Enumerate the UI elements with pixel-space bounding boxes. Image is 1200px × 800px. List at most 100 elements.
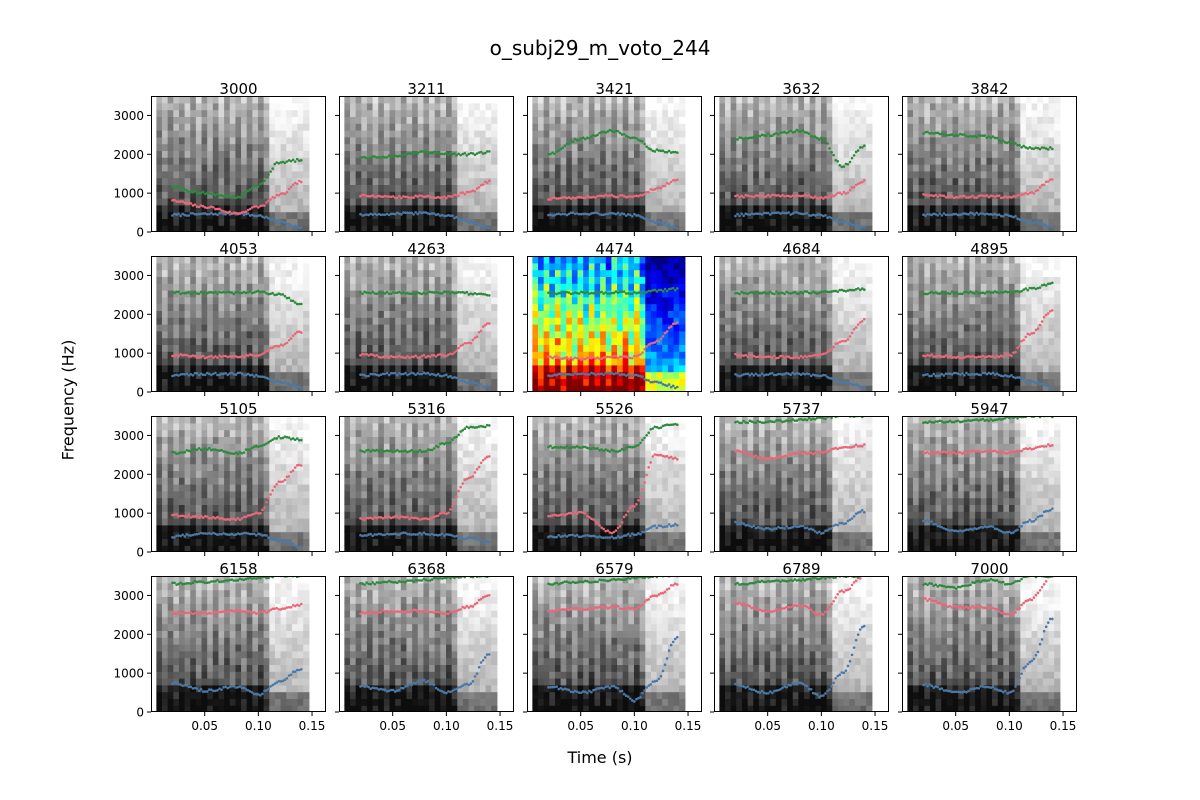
panel-title: 5105 [219,400,257,418]
formant-point [463,478,467,482]
formant-point [936,685,940,689]
formant-point [944,354,948,357]
formant-point [785,525,788,528]
formant-point [232,517,236,521]
formant-point [1008,613,1011,616]
formant-point [210,517,213,520]
formant-point [467,683,471,687]
formant-point [197,689,201,693]
formant-point [783,607,786,610]
formant-point [567,533,571,537]
formant-point [766,193,770,197]
formant-point [551,356,554,360]
formant-point [252,354,256,358]
formant-point [669,151,673,154]
formant-point [997,194,1001,197]
formant-point [212,580,215,583]
formant-point [432,150,436,154]
formant-point [438,577,442,580]
formant-point [359,291,362,294]
formant-point [279,343,283,346]
formant-point [1042,183,1046,187]
formant-point [626,510,630,513]
formant-point [440,213,444,217]
formant-point [406,152,409,156]
formant-point [261,610,264,614]
formant-point [777,609,780,612]
formant-point [271,346,274,349]
formant-point [488,385,491,388]
formant-point [365,449,368,452]
formant-point [212,531,215,535]
formant-point [754,212,758,215]
formant-point [453,216,456,220]
formant-point [622,132,626,136]
formant-point [777,525,780,529]
formant-point [177,582,180,586]
panel-title: 4263 [407,240,445,258]
formant-point [287,605,291,609]
formant-point [547,514,550,518]
formant-point [934,374,938,378]
formant-point [359,612,362,616]
formant-point [195,514,199,517]
formant-point [836,593,840,596]
formant-point [773,689,776,693]
formant-point [553,152,556,156]
formant-point [577,372,581,376]
formant-point [463,683,467,686]
formant-point [244,611,248,614]
formant-point [754,526,758,530]
formant-point [811,452,815,456]
formant-point [408,196,411,200]
formant-point [805,355,809,359]
formant-point [612,530,616,534]
formant-point [281,607,285,610]
formant-point [789,683,792,687]
formant-point [291,299,295,303]
formant-point [181,612,184,615]
formant-point [238,212,242,215]
formant-point [361,373,364,376]
formant-point [657,149,661,152]
formant-point [624,134,628,138]
formant-point [236,532,240,535]
formant-point [744,212,747,216]
formant-point [385,155,389,159]
formant-point [205,690,209,693]
formant-point [811,610,815,614]
formant-point [844,380,848,384]
formant-point [748,291,752,294]
formant-point [455,215,458,219]
formant-point [553,535,556,539]
formant-point [373,533,377,536]
formant-point [577,510,581,514]
formant-point [199,355,203,359]
formant-point [602,356,605,359]
formant-point [581,136,585,140]
formant-point [485,423,489,427]
formant-point [395,610,399,613]
formant-point [785,454,788,458]
formant-point [295,157,299,161]
formant-point [1006,374,1009,378]
formant-point [373,449,377,452]
formant-point [391,450,395,454]
formant-point [760,194,764,198]
formant-point [285,160,289,163]
formant-point [406,373,409,377]
formant-point [981,371,985,375]
formant-point [1016,681,1019,684]
formant-point [828,688,831,691]
formant-point [942,603,946,606]
formant-point [449,690,452,694]
formant-point [581,534,585,538]
formant-point [171,610,174,614]
formant-f2-track [359,179,491,200]
formant-point [228,372,232,375]
formant-point [586,533,589,537]
formant-point [271,217,274,221]
formant-point [199,372,203,375]
formant-point [785,290,788,294]
formant-point [275,681,279,684]
